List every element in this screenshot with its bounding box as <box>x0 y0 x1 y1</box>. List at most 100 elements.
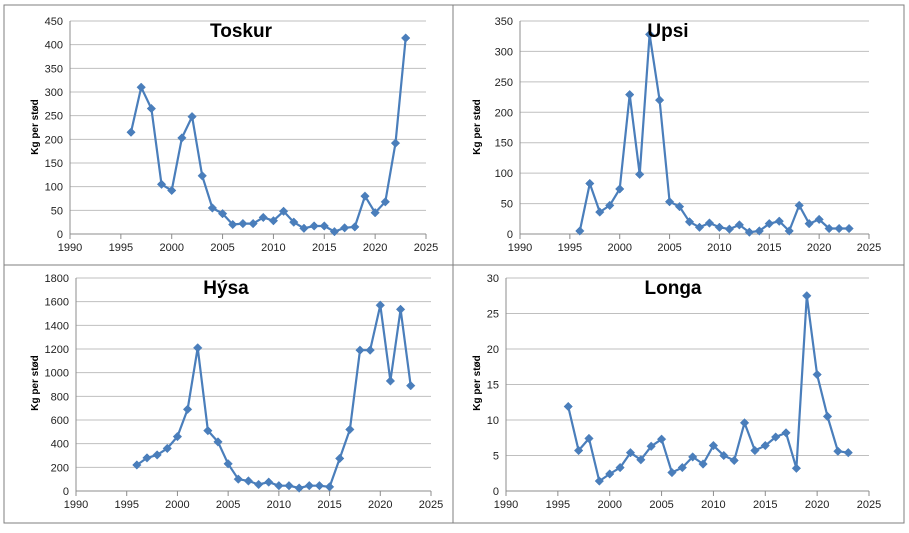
data-point <box>304 481 314 491</box>
data-point <box>584 433 594 444</box>
data-point <box>824 223 834 234</box>
data-point <box>289 217 299 227</box>
x-tick-label: 2015 <box>317 499 341 511</box>
data-point <box>739 418 750 428</box>
x-tick-label: 2005 <box>649 499 673 511</box>
panel-frame <box>452 4 905 266</box>
data-point <box>278 206 289 216</box>
y-axis-label: Kg per stød <box>30 99 41 155</box>
x-tick-label: 1995 <box>109 242 133 254</box>
data-point <box>375 300 385 310</box>
y-tick-label: 5 <box>493 451 499 463</box>
data-point <box>207 203 218 213</box>
data-point <box>380 197 390 207</box>
data-point <box>595 207 605 217</box>
data-point <box>605 469 615 479</box>
data-point <box>812 369 822 380</box>
data-point <box>684 217 695 227</box>
data-point <box>324 482 335 492</box>
data-point <box>654 95 665 105</box>
y-tick-label: 0 <box>57 229 63 241</box>
x-tick-label: 2005 <box>216 499 240 511</box>
chart-title: Hýsa <box>203 278 249 299</box>
data-point <box>754 226 764 236</box>
x-tick-label: 2020 <box>805 499 829 511</box>
x-tick-label: 2000 <box>607 242 631 254</box>
y-tick-label: 150 <box>45 158 63 170</box>
data-point <box>406 381 416 391</box>
series-line <box>136 304 412 490</box>
data-point <box>625 448 636 458</box>
data-point <box>674 201 685 212</box>
data-point <box>238 218 248 229</box>
y-tick-label: 600 <box>51 415 69 427</box>
y-tick-label: 1000 <box>45 368 69 380</box>
data-point <box>646 441 656 451</box>
data-point <box>750 445 760 456</box>
data-point <box>390 138 401 148</box>
chart-title: Toskur <box>210 21 273 42</box>
data-point <box>156 179 167 189</box>
data-point <box>248 218 258 229</box>
y-tick-label: 150 <box>495 138 513 150</box>
data-point <box>299 223 309 233</box>
data-point <box>264 477 274 487</box>
y-tick-label: 400 <box>45 40 63 52</box>
data-point <box>355 345 365 355</box>
data-point <box>843 448 853 458</box>
series-line <box>578 33 850 234</box>
data-point <box>223 459 233 469</box>
y-tick-label: 200 <box>45 134 63 146</box>
data-point <box>833 446 843 456</box>
x-tick-label: 2015 <box>312 242 336 254</box>
y-tick-label: 1200 <box>45 344 69 356</box>
data-point <box>193 343 203 353</box>
x-tick-label: 2025 <box>414 242 438 254</box>
panel-frame <box>3 4 454 266</box>
data-point <box>370 208 380 218</box>
y-tick-label: 100 <box>45 182 63 194</box>
x-tick-label: 2015 <box>757 242 781 254</box>
data-point <box>162 443 172 454</box>
data-point <box>760 440 770 451</box>
y-tick-label: 400 <box>51 439 69 451</box>
data-point <box>677 462 687 473</box>
data-point <box>771 432 781 442</box>
data-point <box>764 219 774 229</box>
data-point <box>834 223 844 234</box>
data-point <box>575 226 585 236</box>
x-tick-label: 2005 <box>657 242 681 254</box>
data-point <box>781 428 791 438</box>
y-tick-label: 800 <box>51 391 69 403</box>
x-tick-label: 2025 <box>857 499 881 511</box>
data-point <box>844 223 854 234</box>
data-point <box>253 479 264 490</box>
y-tick-label: 0 <box>493 486 499 498</box>
data-point <box>152 450 162 460</box>
x-tick-label: 2005 <box>210 242 234 254</box>
y-tick-label: 250 <box>495 77 513 89</box>
x-tick-label: 1995 <box>114 499 138 511</box>
y-tick-label: 1800 <box>45 273 69 285</box>
y-tick-label: 10 <box>487 415 499 427</box>
data-point <box>258 212 268 223</box>
x-tick-label: 1995 <box>558 242 582 254</box>
x-tick-label: 2000 <box>159 242 183 254</box>
data-point <box>213 437 223 447</box>
chart-title: Longa <box>645 278 702 299</box>
x-tick-label: 1990 <box>508 242 532 254</box>
x-tick-label: 1990 <box>58 242 82 254</box>
x-tick-label: 2000 <box>165 499 189 511</box>
y-tick-label: 350 <box>45 63 63 75</box>
data-point <box>714 222 725 232</box>
y-tick-label: 0 <box>63 486 69 498</box>
data-point <box>644 29 655 40</box>
data-point <box>233 474 243 484</box>
data-point <box>217 208 228 219</box>
data-point <box>794 200 804 211</box>
chart-panel-2: 0 50 100 150 200 250 300 350 1990 1995 2000 2005 201… <box>452 4 905 266</box>
x-tick-label: 2020 <box>368 499 392 511</box>
x-tick-label: 1995 <box>546 499 570 511</box>
